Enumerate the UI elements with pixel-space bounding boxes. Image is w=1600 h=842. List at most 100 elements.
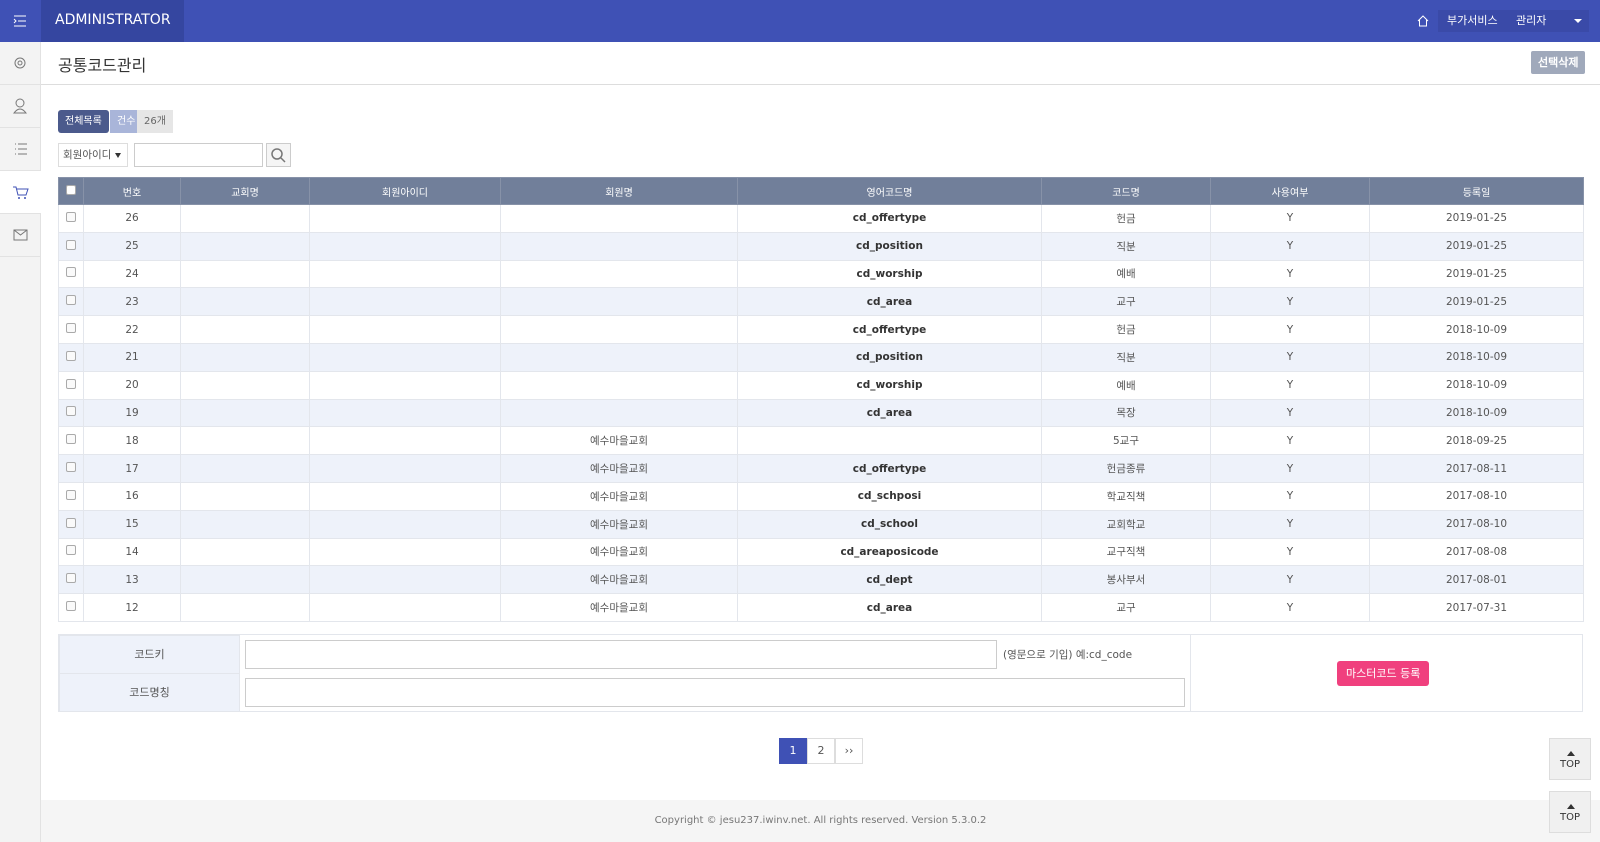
cell-member: 예수마을교회 <box>500 454 738 483</box>
dropdown-arrow[interactable] <box>1574 19 1582 27</box>
cell-member-id <box>309 593 501 622</box>
cell-use: Y <box>1210 342 1370 372</box>
page-link[interactable]: 1 <box>779 738 807 764</box>
row-checkbox[interactable] <box>58 565 84 595</box>
cell-church <box>180 204 310 233</box>
cell-member: 예수마을교회 <box>500 509 738 539</box>
cell-name: 봉사부서 <box>1041 565 1211 595</box>
row-checkbox[interactable] <box>58 342 84 372</box>
home-icon[interactable] <box>1416 14 1430 28</box>
search-select[interactable]: 회원아이디 <box>58 143 128 167</box>
field-hint: (영문으로 기입) 예:cd_code <box>1003 649 1133 661</box>
cell-date: 2018-10-09 <box>1369 342 1584 372</box>
table-row: 24 cd_worship 예배 Y 2019-01-25 <box>58 259 1584 289</box>
row-checkbox[interactable] <box>58 315 84 344</box>
cell-member: 예수마을교회 <box>500 426 738 456</box>
cell-no: 18 <box>83 426 181 456</box>
cell-date: 2018-09-25 <box>1369 426 1584 456</box>
cell-name: 교구 <box>1041 593 1211 622</box>
row-checkbox[interactable] <box>58 481 84 511</box>
cell-church <box>180 509 310 539</box>
cell-date: 2019-01-25 <box>1369 259 1584 289</box>
search-input[interactable] <box>134 143 263 167</box>
row-checkbox[interactable] <box>58 593 84 622</box>
admin-link[interactable]: 관리자 <box>1507 10 1589 32</box>
cell-church <box>180 454 310 483</box>
cell-code: cd_area <box>737 287 1042 317</box>
table-row: 14 예수마을교회 cd_areaposicode 교구직책 Y 2017-08-08 <box>58 537 1584 567</box>
cell-date: 2019-01-25 <box>1369 204 1584 233</box>
select-all[interactable] <box>58 177 84 205</box>
row-checkbox[interactable] <box>58 398 84 428</box>
cell-member: 예수마을교회 <box>500 537 738 567</box>
row-checkbox[interactable] <box>58 509 84 539</box>
row-checkbox[interactable] <box>58 259 84 289</box>
top-button[interactable]: TOP <box>1549 738 1591 780</box>
settings-icon[interactable] <box>0 42 41 85</box>
cell-use: Y <box>1210 509 1370 539</box>
service-link[interactable]: 부가서비스 <box>1438 10 1507 32</box>
top-button[interactable]: TOP <box>1549 791 1591 833</box>
divider <box>41 84 1600 85</box>
code-key-input[interactable] <box>245 640 997 669</box>
table-row: 19 cd_area 목장 Y 2018-10-09 <box>58 398 1584 428</box>
column-header: 코드명 <box>1041 177 1211 205</box>
cell-code: cd_position <box>737 231 1042 261</box>
code-name-input[interactable] <box>245 678 1185 707</box>
row-checkbox[interactable] <box>58 287 84 317</box>
cell-code: cd_offertype <box>737 204 1042 233</box>
row-checkbox[interactable] <box>58 426 84 456</box>
row-checkbox[interactable] <box>58 370 84 400</box>
cell-no: 24 <box>83 259 181 289</box>
cell-no: 14 <box>83 537 181 567</box>
cell-member <box>500 287 738 317</box>
divider <box>1190 635 1191 712</box>
cell-date: 2018-10-09 <box>1369 398 1584 428</box>
cell-name: 헌금 <box>1041 204 1211 233</box>
cell-code: cd_offertype <box>737 315 1042 344</box>
cell-no: 19 <box>83 398 181 428</box>
delete-button[interactable]: 선택삭제 <box>1531 51 1586 74</box>
row-checkbox[interactable] <box>58 231 84 261</box>
cell-code: cd_area <box>737 398 1042 428</box>
next-page[interactable]: ›› <box>835 738 863 764</box>
table-row: 21 cd_position 직분 Y 2018-10-09 <box>58 342 1584 372</box>
cell-use: Y <box>1210 593 1370 622</box>
column-header: 회원아이디 <box>309 177 501 205</box>
page-link[interactable]: 2 <box>807 738 835 764</box>
user-icon[interactable] <box>0 85 41 128</box>
cell-member-id <box>309 287 501 317</box>
cell-date: 2017-08-11 <box>1369 454 1584 483</box>
search-button[interactable] <box>266 143 291 167</box>
cell-member <box>500 315 738 344</box>
cell-date: 2017-08-08 <box>1369 537 1584 567</box>
column-header: 사용여부 <box>1210 177 1370 205</box>
menu-icon[interactable] <box>13 14 27 28</box>
cell-member-id <box>309 370 501 400</box>
row-checkbox[interactable] <box>58 204 84 233</box>
brand[interactable]: ADMINISTRATOR <box>41 0 184 42</box>
cell-code: cd_offertype <box>737 454 1042 483</box>
cell-no: 15 <box>83 509 181 539</box>
all-list-button[interactable]: 전체목록 <box>58 110 109 133</box>
submit-button[interactable]: 마스터코드 등록 <box>1337 661 1430 686</box>
cell-no: 12 <box>83 593 181 622</box>
cell-use: Y <box>1210 426 1370 456</box>
cell-no: 22 <box>83 315 181 344</box>
cell-use: Y <box>1210 259 1370 289</box>
list-icon[interactable] <box>0 128 41 171</box>
cell-member: 예수마을교회 <box>500 565 738 595</box>
row-checkbox[interactable] <box>58 537 84 567</box>
table-row: 15 예수마을교회 cd_school 교회학교 Y 2017-08-10 <box>58 509 1584 539</box>
cell-name: 직분 <box>1041 342 1211 372</box>
column-header: 교회명 <box>180 177 310 205</box>
cell-member: 예수마을교회 <box>500 481 738 511</box>
cell-church <box>180 287 310 317</box>
cell-member-id <box>309 426 501 456</box>
cart-icon[interactable] <box>0 171 41 214</box>
row-checkbox[interactable] <box>58 454 84 483</box>
cell-use: Y <box>1210 398 1370 428</box>
cell-no: 13 <box>83 565 181 595</box>
cell-church <box>180 565 310 595</box>
mail-icon[interactable] <box>0 214 41 257</box>
